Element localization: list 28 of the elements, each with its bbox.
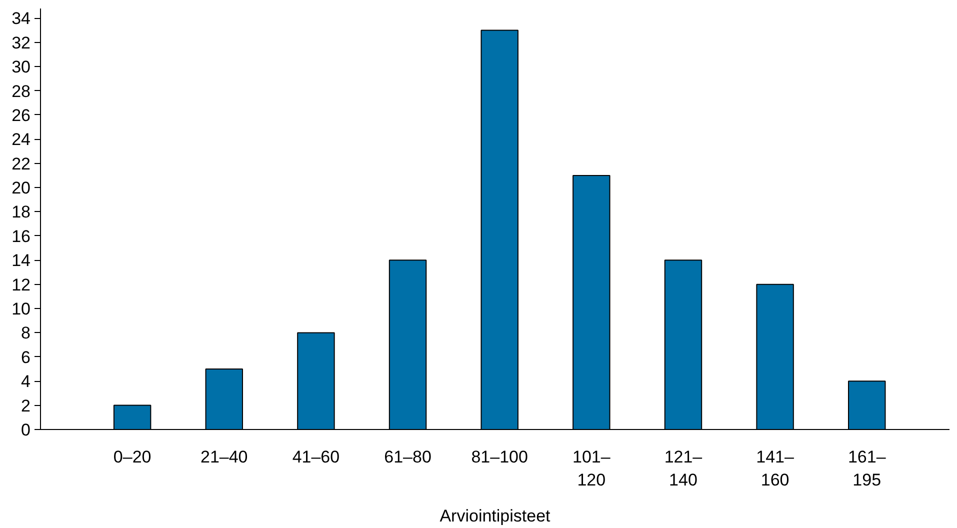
x-axis-title: Arviointipisteet (440, 506, 551, 526)
y-tick-label: 34 (12, 9, 31, 28)
y-tick-label: 10 (12, 300, 31, 319)
y-tick-label: 32 (12, 33, 31, 52)
x-tick-label: 141–160 (756, 448, 794, 490)
y-tick-label: 16 (12, 226, 31, 246)
x-tick-label: 61–80 (384, 448, 432, 466)
y-tick-label: 28 (12, 82, 31, 101)
y-tick-label: 22 (12, 154, 31, 174)
x-tick-label: 81–100 (471, 448, 528, 466)
y-tick-label: 24 (12, 130, 31, 150)
y-tick-label: 18 (12, 202, 31, 222)
y-tick-label: 14 (12, 251, 31, 270)
x-tick-label: 101–120 (572, 448, 611, 490)
x-tick-label: 121–140 (664, 448, 703, 490)
y-tick-label: 30 (12, 58, 31, 77)
y-tick-label: 26 (12, 106, 31, 125)
x-tick-label: 161–195 (848, 448, 886, 490)
y-tick-label: 8 (21, 324, 31, 343)
y-tick-label: 6 (21, 348, 31, 367)
x-tick-label: 21–40 (200, 448, 248, 466)
x-tick-label: 41–60 (292, 448, 340, 466)
y-tick-label: 4 (21, 372, 31, 392)
x-tick-label: 0–20 (113, 448, 152, 466)
y-tick-label: 0 (21, 420, 31, 440)
y-tick-label: 20 (12, 178, 31, 198)
y-tick-label: 12 (12, 275, 31, 294)
y-tick-label: 2 (21, 396, 31, 416)
